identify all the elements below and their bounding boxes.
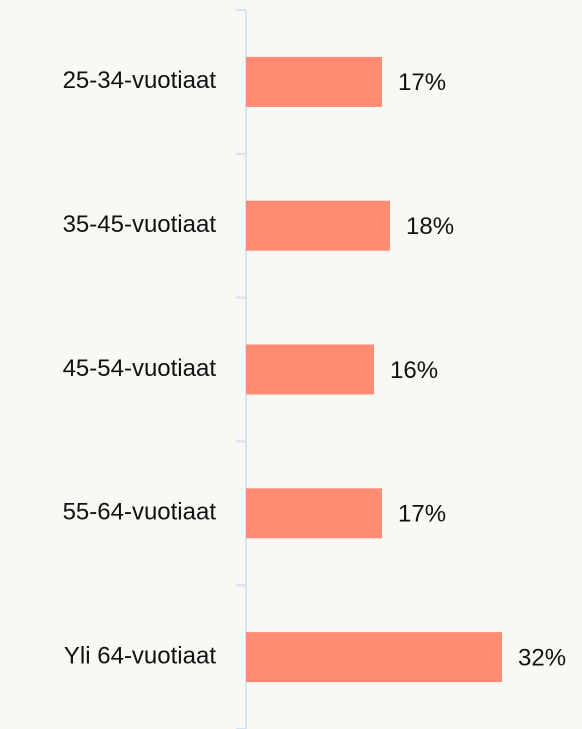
value-label: 18% xyxy=(406,213,454,240)
category-label: 25-34-vuotiaat xyxy=(63,67,217,94)
category-label: 35-45-vuotiaat xyxy=(63,211,217,238)
bar xyxy=(246,344,374,395)
value-label: 16% xyxy=(390,357,438,384)
category-label: 55-64-vuotiaat xyxy=(63,499,217,526)
bar xyxy=(246,56,382,107)
category-label: Yli 64-vuotiaat xyxy=(64,642,216,669)
value-label: 17% xyxy=(398,69,446,96)
bar xyxy=(246,488,382,539)
value-label: 17% xyxy=(398,501,446,528)
bar xyxy=(246,200,390,251)
category-label: 45-54-vuotiaat xyxy=(63,355,217,382)
value-label: 32% xyxy=(518,644,566,671)
bar xyxy=(246,632,502,683)
